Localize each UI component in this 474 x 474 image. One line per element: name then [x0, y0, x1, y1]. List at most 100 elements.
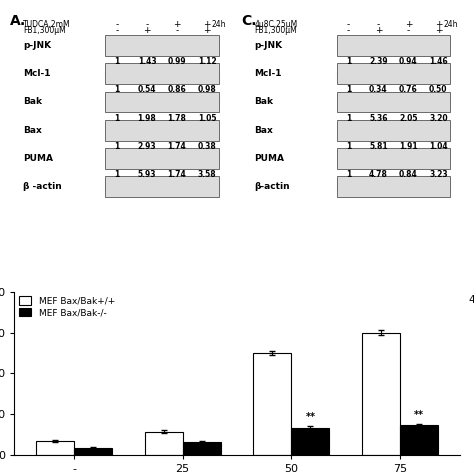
FancyBboxPatch shape	[105, 35, 219, 56]
Text: -: -	[407, 27, 410, 36]
Text: 48h: 48h	[469, 295, 474, 305]
Text: β-actin: β-actin	[254, 182, 290, 191]
Text: -: -	[347, 20, 350, 29]
Text: FB1,300μM: FB1,300μM	[23, 27, 65, 36]
Text: 0.54: 0.54	[138, 85, 156, 94]
Bar	[182, 442, 221, 455]
Bar	[74, 448, 112, 455]
FancyBboxPatch shape	[337, 35, 450, 56]
Text: 1: 1	[346, 85, 351, 94]
Text: 24h: 24h	[212, 20, 226, 29]
Text: 0.34: 0.34	[369, 85, 388, 94]
Bar	[145, 432, 182, 455]
Text: Mcl-1: Mcl-1	[254, 69, 282, 78]
Text: 0.86: 0.86	[168, 85, 186, 94]
Text: 1.43: 1.43	[138, 57, 156, 66]
Bar	[36, 441, 74, 455]
Bar	[362, 333, 400, 455]
Text: 2.93: 2.93	[138, 142, 156, 151]
FancyBboxPatch shape	[105, 64, 219, 84]
Text: 1: 1	[346, 57, 351, 66]
Text: 1: 1	[114, 57, 119, 66]
Text: -: -	[146, 20, 149, 29]
Text: Bax: Bax	[23, 126, 42, 135]
Text: 1: 1	[114, 114, 119, 123]
Text: 1.91: 1.91	[399, 142, 418, 151]
Text: -: -	[377, 20, 380, 29]
Bar	[253, 353, 292, 455]
Text: 4μ8C,25μM: 4μ8C,25μM	[254, 20, 297, 29]
Text: 3.20: 3.20	[429, 114, 447, 123]
Text: 5.93: 5.93	[138, 170, 156, 179]
Text: +: +	[374, 27, 382, 36]
Text: +: +	[405, 20, 412, 29]
Text: 1.78: 1.78	[168, 114, 186, 123]
Text: PUMA: PUMA	[23, 154, 53, 163]
Bar	[292, 428, 329, 455]
Text: +: +	[435, 27, 442, 36]
Text: Bax: Bax	[254, 126, 273, 135]
Text: C.: C.	[241, 14, 257, 28]
Text: +: +	[173, 20, 181, 29]
Text: 1.46: 1.46	[429, 57, 447, 66]
Text: 0.94: 0.94	[399, 57, 418, 66]
Text: Bak: Bak	[254, 98, 273, 107]
Text: 1: 1	[346, 170, 351, 179]
Text: Mcl-1: Mcl-1	[23, 69, 50, 78]
Text: 0.99: 0.99	[168, 57, 186, 66]
FancyBboxPatch shape	[105, 148, 219, 169]
FancyBboxPatch shape	[105, 120, 219, 141]
Text: 24h: 24h	[443, 20, 457, 29]
FancyBboxPatch shape	[337, 64, 450, 84]
Text: +: +	[203, 20, 211, 29]
Text: 0.38: 0.38	[198, 142, 217, 151]
FancyBboxPatch shape	[337, 148, 450, 169]
FancyBboxPatch shape	[105, 176, 219, 197]
Legend: MEF Bax/Bak+/+, MEF Bax/Bak-/-: MEF Bax/Bak+/+, MEF Bax/Bak-/-	[19, 296, 115, 318]
Text: +: +	[203, 27, 211, 36]
Text: 1: 1	[114, 170, 119, 179]
Text: 1: 1	[346, 114, 351, 123]
Text: 3.23: 3.23	[429, 170, 447, 179]
Text: 1: 1	[346, 142, 351, 151]
Text: -: -	[115, 20, 118, 29]
Text: Bak: Bak	[23, 98, 42, 107]
Text: -: -	[115, 27, 118, 36]
Text: **: **	[414, 410, 424, 420]
Text: 0.76: 0.76	[399, 85, 418, 94]
Text: FB1,300μM: FB1,300μM	[254, 27, 297, 36]
Text: 1: 1	[114, 85, 119, 94]
Text: 5.36: 5.36	[369, 114, 388, 123]
FancyBboxPatch shape	[337, 120, 450, 141]
Text: 5.81: 5.81	[369, 142, 388, 151]
Text: 4.78: 4.78	[369, 170, 388, 179]
Text: 3.58: 3.58	[198, 170, 216, 179]
FancyBboxPatch shape	[105, 91, 219, 112]
Text: +: +	[143, 27, 151, 36]
Bar	[400, 426, 438, 455]
Text: β -actin: β -actin	[23, 182, 62, 191]
Text: p-JNK: p-JNK	[254, 41, 282, 50]
Text: 1.05: 1.05	[198, 114, 216, 123]
Text: 1.74: 1.74	[168, 170, 186, 179]
Text: TUDCA,2mM: TUDCA,2mM	[23, 20, 71, 29]
Text: 2.05: 2.05	[399, 114, 418, 123]
Text: 1.12: 1.12	[198, 57, 216, 66]
Text: +: +	[435, 20, 442, 29]
FancyBboxPatch shape	[337, 176, 450, 197]
FancyBboxPatch shape	[337, 91, 450, 112]
Text: 1.04: 1.04	[429, 142, 447, 151]
Text: -: -	[175, 27, 179, 36]
Text: 0.84: 0.84	[399, 170, 418, 179]
Text: 2.39: 2.39	[369, 57, 388, 66]
Text: 1: 1	[114, 142, 119, 151]
Text: 1.74: 1.74	[168, 142, 186, 151]
Text: 0.98: 0.98	[198, 85, 217, 94]
Text: -: -	[347, 27, 350, 36]
Text: PUMA: PUMA	[254, 154, 284, 163]
Text: **: **	[305, 412, 315, 422]
Text: 0.50: 0.50	[429, 85, 447, 94]
Text: p-JNK: p-JNK	[23, 41, 51, 50]
Text: A.: A.	[10, 14, 26, 28]
Text: 1.98: 1.98	[137, 114, 156, 123]
